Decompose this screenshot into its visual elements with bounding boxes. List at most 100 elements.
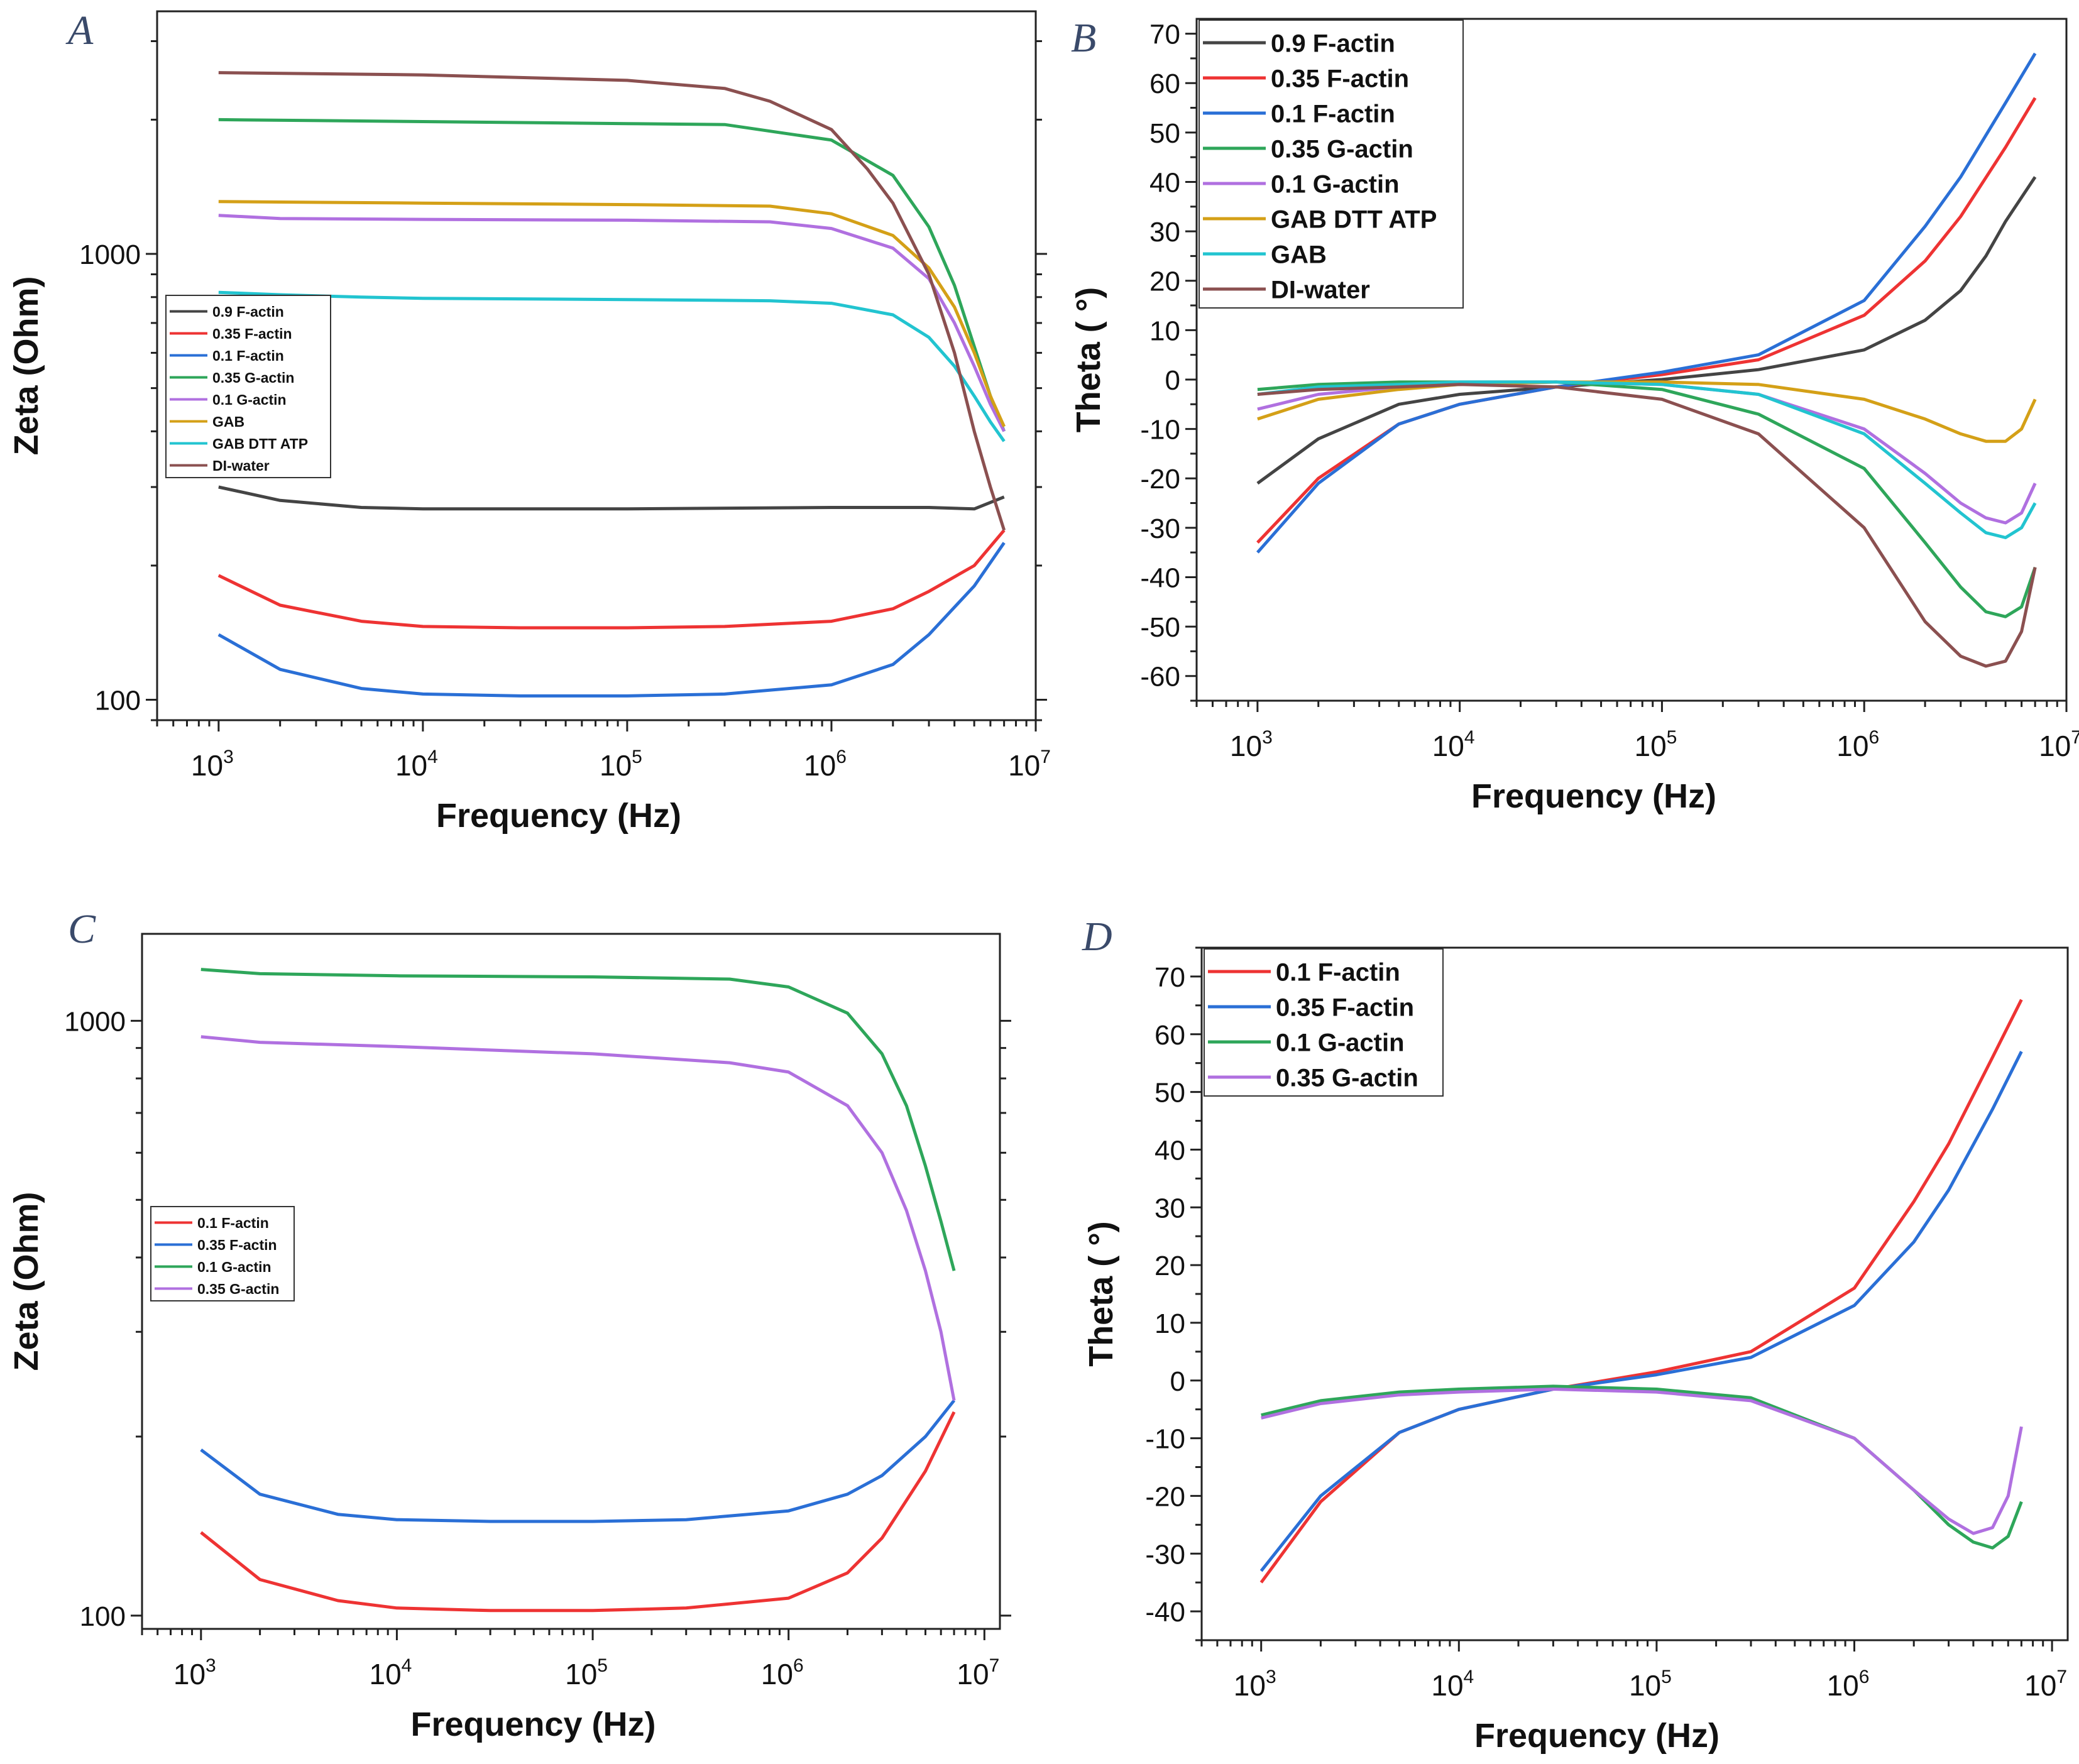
y-tick-label: 40 (1149, 167, 1180, 198)
y-tick-label: 60 (1149, 68, 1180, 99)
series-line-0-1-g-actin (200, 968, 956, 1271)
x-tick-label: 106 (1836, 727, 1879, 762)
y-tick-label: -30 (1140, 513, 1180, 544)
legend: 0.9 F-actin 0.35 F-actin 0.1 F-actin 0.35 G… (1199, 19, 1464, 309)
chart-panel-a: A 103 104 105 106 107 100 1000 Frequency (Hz) Zet… (8, 8, 1051, 835)
series-line-0-9-f-actin (218, 485, 1005, 511)
legend-label: GAB DTT ATP (1271, 205, 1437, 233)
legend-label: GAB (212, 414, 244, 430)
x-tick-label: 104 (1432, 727, 1475, 762)
series-line-0-1-f-actin (200, 1411, 956, 1613)
legend-label: 0.35 F-actin (212, 326, 292, 342)
y-tick-label: -50 (1140, 612, 1180, 643)
x-axis-title: Frequency (Hz) (410, 1706, 656, 1743)
series-line-di-water (218, 71, 1006, 531)
plot-frame (141, 933, 1001, 1630)
x-tick-label: 104 (395, 747, 438, 782)
x-axis-title: Frequency (Hz) (1471, 777, 1716, 815)
y-tick-label: 0 (1170, 1366, 1185, 1397)
series-line-gab-dtt-atp (218, 290, 1006, 442)
legend-label: GAB DTT ATP (212, 436, 308, 452)
series-line-gab (218, 200, 1006, 427)
x-axis-title: Frequency (Hz) (436, 797, 681, 835)
y-tick-label: 10 (1149, 315, 1180, 346)
series-line-0-35-f-actin (217, 529, 1006, 630)
y-tick-label: 30 (1155, 1193, 1185, 1224)
legend-label: 0.1 G-actin (212, 392, 287, 408)
legend-label: 0.35 G-actin (197, 1281, 279, 1297)
panel-letter: B (1071, 15, 1096, 61)
legend-label: 0.1 F-actin (197, 1215, 269, 1231)
series-line-gab (1257, 380, 2037, 539)
y-axis-title: Theta ( °) (1070, 287, 1107, 433)
series-line-0-1-f-actin (1256, 52, 2037, 554)
legend-label: 0.35 G-actin (1271, 135, 1413, 163)
series-line-0-1-g-actin (1257, 380, 2037, 525)
x-axis-title: Frequency (Hz) (1474, 1717, 1720, 1755)
chart-panel-d: D 103 104 105 106 107 -40 -30 -20 -10 0 10 20 30 40 50 6… (1082, 914, 2069, 1755)
y-tick-label: 10 (1155, 1308, 1185, 1339)
x-tick-label: 107 (2024, 1667, 2067, 1702)
legend-label: 0.9 F-actin (1271, 30, 1395, 57)
y-tick-label: -40 (1140, 562, 1180, 593)
series-line-0-9-f-actin (1256, 176, 2037, 485)
series-line-0-35-g-actin (1257, 380, 2037, 618)
panel-letter: C (68, 906, 96, 952)
legend-label: DI-water (1271, 276, 1370, 304)
y-tick-label: -60 (1140, 662, 1180, 693)
series-line-0-35-g-actin (200, 1035, 956, 1401)
legend-label: 0.1 G-actin (197, 1259, 272, 1275)
y-tick-label: 70 (1155, 962, 1185, 993)
legend: 0.9 F-actin 0.35 F-actin 0.1 F-actin 0.35 G… (165, 295, 331, 478)
y-tick-label: -10 (1145, 1424, 1185, 1455)
x-tick-label: 106 (804, 747, 847, 782)
y-tick-label: -40 (1145, 1597, 1185, 1628)
legend-label: GAB (1271, 241, 1327, 268)
x-tick-label: 106 (761, 1655, 804, 1690)
series-line-0-35-g-actin (1261, 1388, 2023, 1535)
x-tick-label: 106 (1827, 1667, 1870, 1702)
x-tick-label: 104 (1431, 1667, 1474, 1702)
y-tick-label: 20 (1149, 266, 1180, 297)
y-tick-label: 20 (1155, 1251, 1185, 1281)
legend-label: 0.1 F-actin (212, 348, 284, 364)
series-line-0-1-g-actin (218, 214, 1006, 432)
series-line-0-35-f-actin (1259, 1051, 2023, 1572)
y-axis-title: Zeta (Ohm) (8, 276, 45, 455)
y-tick-label: 30 (1149, 217, 1180, 248)
x-tick-label: 104 (370, 1655, 412, 1690)
legend-label: 0.35 G-actin (1276, 1064, 1418, 1092)
legend-label: 0.1 G-actin (1276, 1029, 1405, 1056)
legend: 0.1 F-actin 0.35 F-actin 0.1 G-actin 0.35 G… (1204, 948, 1444, 1097)
y-tick-label: 1000 (64, 1006, 126, 1037)
x-tick-label: 103 (1234, 1667, 1276, 1702)
series-line-0-1-g-actin (1261, 1384, 2023, 1550)
legend-box (1204, 948, 1444, 1097)
series-line-0-35-g-actin (218, 118, 1006, 432)
series-line-di-water (1257, 383, 2037, 668)
x-tick-label: 103 (191, 747, 234, 782)
legend-label: 0.9 F-actin (212, 304, 284, 320)
legend-label: 0.35 F-actin (197, 1237, 277, 1253)
y-axis-title: Theta ( °) (1082, 1221, 1120, 1367)
y-tick-label: 60 (1155, 1020, 1185, 1051)
y-tick-label: -10 (1140, 415, 1180, 446)
y-axis-title: Zeta (Ohm) (8, 1192, 45, 1371)
x-tick-label: 105 (600, 747, 642, 782)
y-tick-label: 70 (1149, 19, 1180, 50)
series-line-0-35-f-actin (200, 1399, 956, 1523)
y-tick-label: 50 (1155, 1078, 1185, 1109)
panel-letter: A (65, 8, 94, 53)
x-tick-label: 107 (1008, 747, 1051, 782)
legend-label: 0.1 F-actin (1271, 100, 1395, 128)
x-tick-label: 103 (173, 1655, 216, 1690)
x-tick-label: 105 (1629, 1667, 1672, 1702)
x-tick-label: 103 (1230, 727, 1273, 762)
legend-label: 0.1 G-actin (1271, 170, 1400, 198)
x-tick-label: 105 (1635, 727, 1677, 762)
x-tick-label: 107 (957, 1655, 999, 1690)
x-tick-label: 105 (565, 1655, 608, 1690)
legend-box (165, 295, 331, 478)
series-line-gab-dtt-atp (1257, 380, 2037, 443)
